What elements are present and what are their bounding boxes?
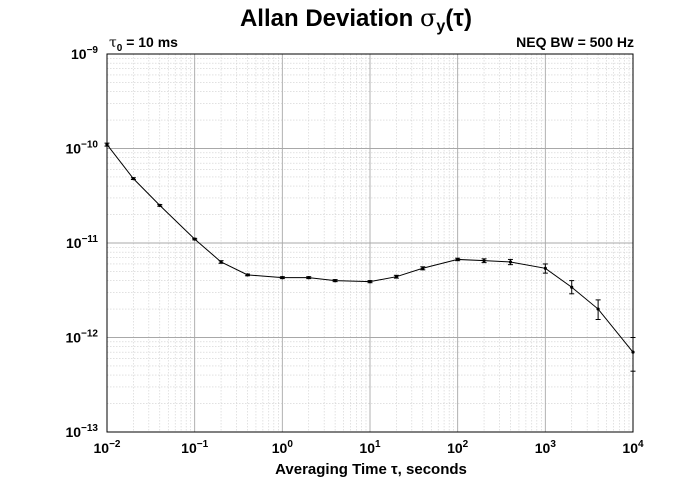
plot-frame — [106, 53, 634, 433]
x-tick-label: 10−2 — [94, 439, 121, 456]
y-tick-labels: 10−13 10−12 10−11 10−10 10−9 — [65, 45, 98, 440]
tau0-annotation: τ0 = 10 ms — [109, 34, 178, 54]
data-point — [105, 142, 109, 147]
y-tick-label: 10−12 — [65, 329, 98, 346]
data-point — [245, 273, 250, 277]
data-point — [482, 259, 486, 263]
data-point — [456, 257, 460, 262]
y-tick-label: 10−10 — [65, 140, 98, 157]
data-point — [570, 285, 574, 289]
y-tick-label: 10−11 — [66, 234, 98, 251]
data-points — [105, 142, 635, 354]
data-point — [333, 279, 337, 283]
data-point — [543, 266, 547, 270]
x-tick-label: 103 — [535, 439, 557, 456]
data-point — [307, 276, 311, 280]
x-axis-label: Averaging Time τ, seconds — [275, 461, 467, 478]
y-tick-label: 10−13 — [65, 423, 98, 440]
data-point — [394, 275, 398, 279]
x-tick-label: 101 — [359, 439, 381, 456]
chart-title: Allan Deviation σy(τ) — [240, 4, 472, 35]
data-point — [508, 260, 513, 264]
error-bar — [630, 337, 636, 372]
data-point — [193, 237, 197, 241]
x-tick-label: 102 — [447, 439, 469, 456]
data-point — [596, 307, 600, 311]
data-point — [280, 276, 284, 280]
data-point — [421, 266, 425, 270]
data-point — [368, 280, 372, 284]
data-point — [158, 203, 162, 207]
x-tick-labels: 10−2 10−1 100 101 102 103 104 — [94, 439, 645, 456]
data-point — [631, 350, 635, 354]
y-tick-label: 10−9 — [71, 45, 98, 62]
data-point — [219, 260, 223, 264]
x-tick-label: 100 — [272, 439, 294, 456]
data-point — [131, 177, 135, 181]
neq-bw-annotation: NEQ BW = 500 Hz — [516, 34, 634, 50]
x-tick-label: 10−1 — [181, 439, 208, 456]
major-gridlines — [107, 54, 633, 432]
x-tick-label: 104 — [622, 439, 644, 456]
